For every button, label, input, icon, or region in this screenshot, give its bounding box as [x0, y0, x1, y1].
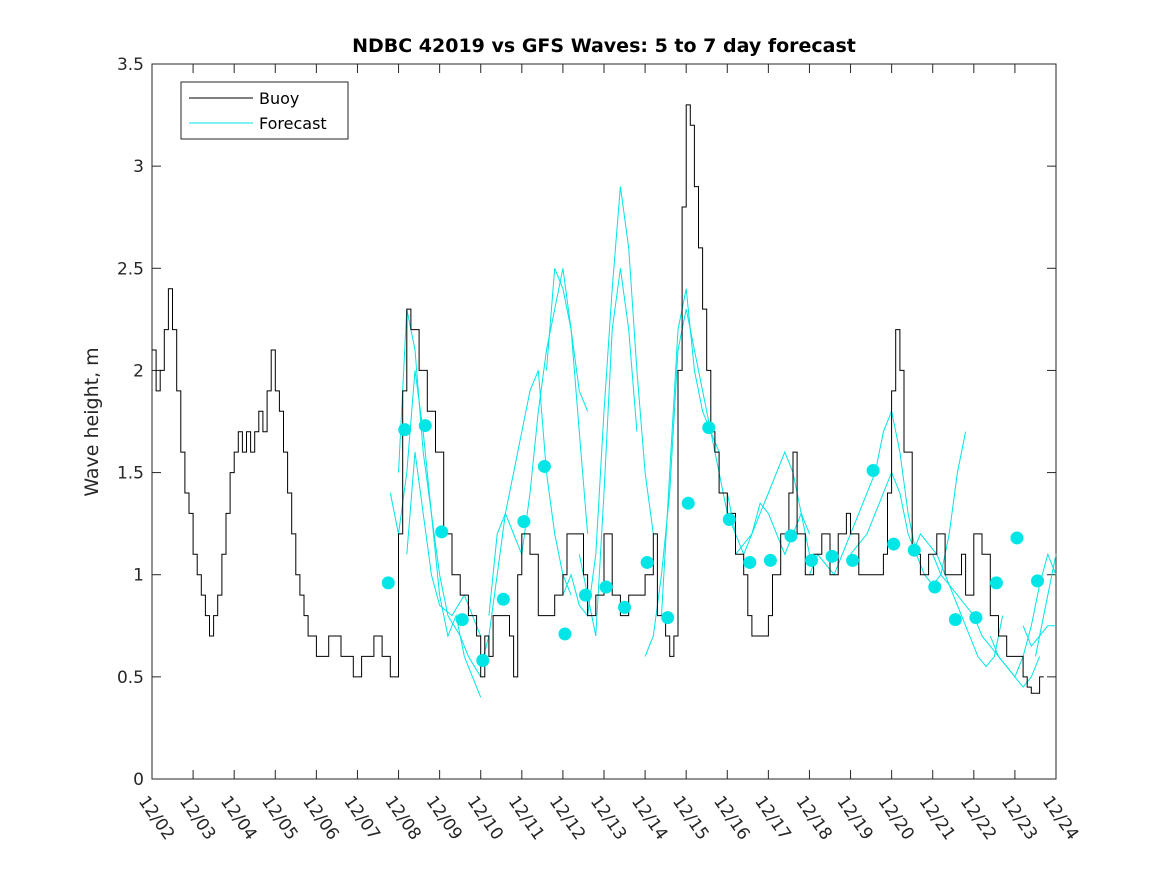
- forecast-marker: [476, 654, 490, 668]
- y-tick-label: 0: [133, 770, 144, 790]
- forecast-marker: [435, 525, 449, 539]
- chart-title: NDBC 42019 vs GFS Waves: 5 to 7 day fore…: [352, 35, 856, 57]
- series-layer: [152, 104, 1057, 698]
- forecast-marker: [599, 580, 613, 594]
- forecast-marker: [496, 592, 510, 606]
- y-axis: 0 0.5 1 1.5 2 2.5 3 3.5: [117, 55, 1056, 790]
- legend-box: [180, 81, 349, 140]
- forecast-line: [850, 431, 967, 586]
- forecast-marker: [681, 496, 695, 510]
- forecast-marker: [418, 419, 432, 433]
- y-tick-label: 3: [133, 157, 144, 177]
- forecast-marker: [381, 576, 395, 590]
- legend-buoy-label: Buoy: [259, 89, 299, 108]
- forecast-marker: [805, 553, 819, 567]
- forecast-line: [1035, 554, 1057, 657]
- forecast-marker: [969, 611, 983, 625]
- forecast-marker: [866, 464, 880, 478]
- forecast-marker: [989, 576, 1003, 590]
- forecast-marker: [887, 537, 901, 551]
- forecast-marker: [640, 555, 654, 569]
- y-axis-label: Wave height, m: [81, 347, 103, 496]
- axes-box: [151, 63, 1057, 780]
- forecast-marker: [579, 588, 593, 602]
- forecast-marker: [928, 580, 942, 594]
- forecast-marker: [661, 611, 675, 625]
- y-tick-label: 2.5: [117, 259, 144, 279]
- forecast-marker: [907, 543, 921, 557]
- y-tick-label: 3.5: [117, 55, 144, 75]
- forecast-marker: [455, 613, 469, 627]
- forecast-marker: [948, 613, 962, 627]
- forecast-marker: [558, 627, 572, 641]
- forecast-line: [911, 532, 1004, 668]
- forecast-line: [578, 268, 638, 637]
- forecast-marker: [537, 459, 551, 473]
- y-tick-label: 1.5: [117, 464, 144, 484]
- forecast-line: [562, 186, 654, 617]
- forecast-line: [546, 268, 589, 412]
- forecast-marker: [722, 513, 736, 527]
- forecast-marker: [517, 515, 531, 529]
- forecast-marker: [1010, 531, 1024, 545]
- y-tick-label: 1: [133, 566, 144, 586]
- forecast-line: [932, 554, 1041, 688]
- forecast-line: [809, 409, 917, 576]
- forecast-marker: [825, 549, 839, 563]
- plot-area: 00.511.522.533.5 12/0212/0312/0412/0512/…: [117, 55, 1082, 844]
- forecast-marker: [784, 529, 798, 543]
- forecast-marker: [743, 555, 757, 569]
- y-tick-label: 0.5: [117, 668, 144, 688]
- forecast-marker: [398, 423, 412, 437]
- forecast-line: [389, 370, 482, 698]
- forecast-marker: [1031, 574, 1045, 588]
- forecast-marker: [618, 600, 632, 614]
- forecast-line: [480, 370, 572, 667]
- legend-forecast-label: Forecast: [259, 114, 327, 133]
- forecast-marker: [702, 421, 716, 435]
- forecast-marker: [846, 553, 860, 567]
- y-tick-label: 2: [133, 361, 144, 381]
- legend: Buoy Forecast: [180, 81, 349, 140]
- forecast-marker: [763, 553, 777, 567]
- buoy-line: [152, 104, 1044, 694]
